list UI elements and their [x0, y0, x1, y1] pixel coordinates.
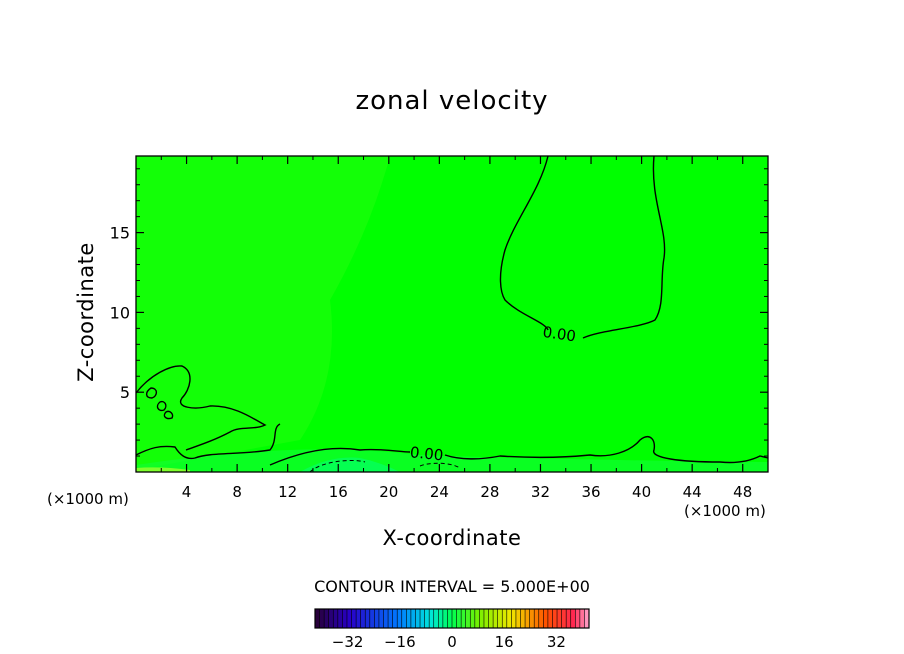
colorbar-cell: [397, 609, 403, 628]
colorbar-cell: [392, 609, 398, 628]
zero-contour-upper: [499, 155, 666, 339]
colorbar-tick-label: 0: [447, 633, 457, 651]
contour-interval-text: CONTOUR INTERVAL = 5.000E+00: [314, 577, 590, 596]
colorbar-cell: [452, 609, 458, 628]
colorbar-tick-label: 16: [495, 633, 514, 651]
y-tick-label: 10: [110, 303, 130, 322]
colorbar-cell: [337, 609, 343, 628]
x-tick-label: 8: [232, 483, 242, 501]
x-tick-label: 4: [182, 483, 192, 501]
colorbar-cell: [515, 609, 521, 628]
colorbar-cell: [410, 609, 416, 628]
colorbar-cell: [360, 609, 366, 628]
colorbar-cell: [497, 609, 503, 628]
colorbar-cell: [493, 609, 499, 628]
contour-label: 0.00: [409, 443, 444, 464]
colorbar-cell: [543, 609, 549, 628]
colorbar-cell: [442, 609, 448, 628]
chart-title: zonal velocity: [355, 86, 549, 116]
zero-contour-lower-right: [269, 436, 769, 466]
x-unit-label-right: (×1000 m): [684, 502, 766, 520]
colorbar-cell: [561, 609, 567, 628]
colorbar-cell: [547, 609, 553, 628]
plot-frame: [135, 155, 769, 473]
x-tick-label: 24: [430, 483, 449, 501]
colorbar-cell: [346, 609, 353, 628]
colorbar-cell: [529, 609, 535, 628]
colorbar-cell: [465, 609, 471, 628]
x-tick-label: 20: [379, 483, 398, 501]
colorbar-cell: [534, 609, 540, 628]
colorbar-cell: [520, 609, 526, 628]
colorbar-cell: [319, 609, 325, 628]
field-shading: [136, 467, 190, 472]
colorbar-cell: [483, 609, 490, 628]
colorbar-cell: [506, 609, 512, 628]
field-shading: [136, 449, 768, 472]
colorbar-cell: [538, 609, 544, 628]
colorbar-cell: [474, 609, 480, 628]
colorbar-cell: [461, 609, 467, 628]
x-axis-label: X-coordinate: [382, 526, 522, 550]
colorbar-cell: [333, 609, 339, 628]
colorbar-cell: [584, 609, 590, 628]
colorbar-cell: [351, 609, 357, 628]
colorbar-cell: [433, 609, 439, 628]
colorbar-cell: [570, 609, 576, 628]
x-tick-label: 36: [581, 483, 600, 501]
x-tick-label: 40: [632, 483, 651, 501]
x-tick-label: 16: [329, 483, 348, 501]
colorbar-cell: [575, 609, 581, 628]
colorbar-cell: [365, 609, 371, 628]
colorbar-cell: [401, 609, 407, 628]
colorbar-cell: [342, 609, 348, 628]
colorbar-cell: [447, 609, 453, 628]
colorbar-cell: [420, 609, 426, 628]
colorbar-tick-label: −16: [384, 633, 416, 651]
x-tick-label: 28: [480, 483, 499, 501]
x-tick-label: 32: [531, 483, 550, 501]
colorbar-cell: [406, 609, 412, 628]
y-tick-label: 5: [120, 383, 130, 402]
x-tick-label: 44: [683, 483, 702, 501]
colorbar-cell: [566, 609, 572, 628]
colorbar-cell: [557, 609, 563, 628]
colorbar-cell: [356, 609, 362, 628]
zero-contour-loops: [145, 387, 174, 420]
colorbar-cell: [374, 609, 380, 628]
colorbar-cell: [502, 609, 508, 628]
contour-label: 0.00: [542, 323, 578, 345]
colorbar-cell: [488, 609, 494, 628]
x-tick-label: 12: [278, 483, 297, 501]
colorbar-cell: [456, 609, 462, 628]
colorbar-frame: [314, 608, 590, 629]
colorbar-cell: [383, 609, 389, 628]
colorbar-tick-label: 32: [547, 633, 566, 651]
colorbar-cell: [388, 609, 394, 628]
colorbar-cell: [378, 609, 384, 628]
colorbar-cell: [324, 609, 330, 628]
colorbar-cell: [470, 609, 476, 628]
colorbar-cell: [511, 609, 517, 628]
colorbar-cell: [424, 609, 430, 628]
x-tick-label: 48: [733, 483, 752, 501]
field-shading: [300, 457, 400, 472]
colorbar-cell: [328, 609, 334, 628]
y-tick-label: 15: [110, 224, 130, 243]
colorbar-cell: [579, 609, 585, 628]
colorbar-cell: [438, 609, 444, 628]
colorbar-cell: [315, 609, 321, 628]
colorbar-cell: [525, 609, 531, 628]
colorbar-cell: [415, 609, 421, 628]
colorbar-cell: [479, 609, 485, 628]
zero-contour-lower-left: [135, 365, 281, 460]
colorbar-tick-label: −32: [332, 633, 364, 651]
colorbar-cell: [429, 609, 435, 628]
field-shading: [136, 156, 390, 470]
x-unit-label-left: (×1000 m): [47, 490, 129, 508]
colorbar-cell: [552, 609, 558, 628]
colorbar-cell: [369, 609, 375, 628]
